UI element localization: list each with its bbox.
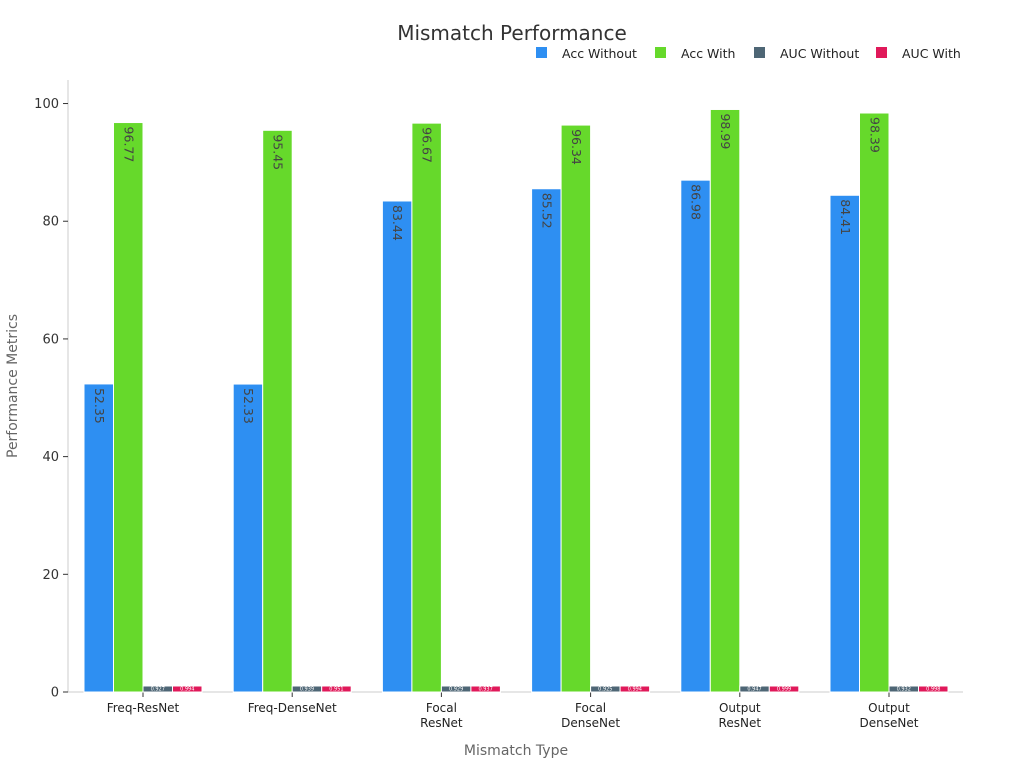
bar	[262, 129, 293, 693]
bar-value-label: 0.925	[598, 687, 612, 693]
bar	[172, 685, 203, 693]
x-tick-label: Focal DenseNet	[561, 701, 620, 730]
bar-value-label: 0.947	[747, 687, 761, 693]
legend-label: AUC With	[902, 46, 961, 61]
bar-value-label: 96.34	[569, 129, 584, 165]
bar-value-label: 0.994	[628, 687, 642, 693]
bar-value-label: 0.998	[926, 687, 940, 693]
bar	[321, 685, 352, 693]
bar-value-label: 0.951	[329, 687, 343, 693]
bar-value-label: 85.52	[539, 193, 554, 229]
legend-swatch	[655, 47, 666, 58]
bar	[560, 124, 592, 693]
x-tick-label-line: Freq-DenseNet	[248, 701, 337, 715]
x-tick-label: Freq-DenseNet	[248, 701, 337, 715]
legend-label: AUC Without	[780, 46, 859, 61]
legend-swatch	[536, 47, 547, 58]
bar	[113, 122, 144, 693]
y-tick-label: 60	[42, 332, 59, 347]
bar-value-label: 95.45	[270, 134, 285, 170]
bar	[470, 685, 501, 693]
legend-label: Acc Without	[562, 46, 637, 61]
bar-value-label: 98.39	[867, 117, 882, 153]
y-tick-label: 100	[34, 97, 59, 112]
y-tick-label: 80	[42, 215, 59, 230]
bar	[829, 194, 860, 693]
x-tick-label-line: Focal	[575, 701, 606, 715]
y-axis-label: Performance Metrics	[5, 314, 21, 458]
bar	[381, 200, 413, 693]
x-tick-label-line: ResNet	[420, 716, 463, 730]
x-tick-label: Focal ResNet	[420, 701, 463, 730]
bar-value-label: 83.44	[390, 205, 405, 241]
y-tick-label: 0	[51, 686, 59, 701]
bar	[531, 188, 562, 693]
bar-value-label: 0.994	[180, 687, 194, 693]
plot-area: 0 20 40 60 80 100 Freq-ResNet 52.35 96.77 0.927 0.…	[34, 80, 963, 730]
x-tick-label: Freq-ResNet	[107, 701, 180, 715]
bar-value-label: 86.98	[689, 184, 704, 220]
x-tick-label-line: ResNet	[719, 716, 762, 730]
bar	[83, 383, 114, 693]
x-tick-label: Output DenseNet	[860, 701, 919, 730]
chart-title: Mismatch Performance	[397, 21, 627, 45]
x-tick-label-line: Focal	[426, 701, 457, 715]
bar	[680, 179, 711, 693]
legend: Acc Without Acc With AUC Without AUC With	[536, 46, 961, 61]
x-tick-label: Output ResNet	[719, 701, 762, 730]
bar	[859, 112, 890, 693]
legend-swatch	[754, 47, 765, 58]
legend-label: Acc With	[681, 46, 735, 61]
bar-value-label: 52.33	[241, 388, 256, 424]
x-tick-label-line: Output	[868, 701, 910, 715]
bar-value-label: 0.929	[449, 687, 463, 693]
bar-value-label: 0.939	[300, 687, 314, 693]
y-tick-label: 40	[42, 450, 59, 465]
bar-value-label: 96.67	[420, 127, 435, 163]
bar-value-label: 0.999	[777, 687, 791, 693]
bar-value-label: 0.927	[151, 687, 165, 693]
x-axis-label: Mismatch Type	[464, 743, 568, 759]
bar-value-label: 0.932	[897, 687, 911, 693]
x-tick-label-line: Freq-ResNet	[107, 701, 180, 715]
bar-value-label: 84.41	[838, 199, 853, 235]
x-tick-label-line: Output	[719, 701, 761, 715]
bar	[918, 685, 949, 693]
bar	[411, 122, 442, 693]
bar	[232, 383, 264, 693]
y-tick-label: 20	[42, 568, 59, 583]
bar	[619, 685, 651, 693]
bar	[709, 108, 741, 693]
bar-value-label: 0.937	[478, 687, 492, 693]
x-tick-label-line: DenseNet	[561, 716, 620, 730]
bar-value-label: 96.77	[121, 127, 136, 163]
x-tick-label-line: DenseNet	[860, 716, 919, 730]
legend-swatch	[876, 47, 887, 58]
bar-value-label: 98.99	[718, 113, 733, 149]
bar-value-label: 52.35	[92, 388, 107, 424]
bar	[768, 685, 800, 693]
